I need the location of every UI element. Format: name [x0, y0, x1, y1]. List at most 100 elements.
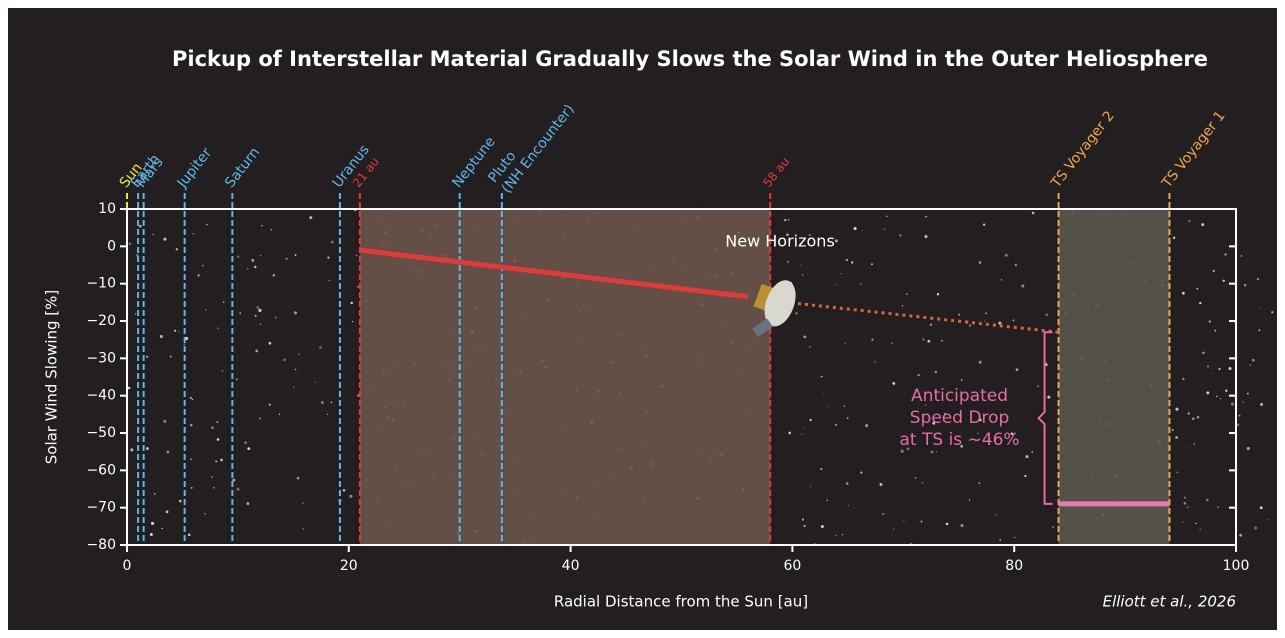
star — [187, 533, 191, 537]
star — [239, 312, 242, 315]
star — [202, 265, 204, 267]
star — [138, 224, 142, 228]
star — [1010, 432, 1014, 436]
star — [135, 313, 137, 315]
star — [232, 478, 236, 482]
star — [786, 260, 789, 263]
star — [978, 360, 982, 364]
shaded-region — [359, 209, 771, 545]
star — [128, 242, 131, 245]
star — [810, 485, 812, 487]
star — [294, 254, 297, 256]
star — [173, 329, 177, 332]
star — [298, 353, 300, 356]
star — [161, 527, 163, 530]
star — [191, 398, 194, 401]
star — [903, 520, 905, 522]
x-tick-label: 40 — [562, 558, 580, 574]
star — [351, 320, 354, 323]
star — [927, 339, 931, 343]
star — [1256, 277, 1259, 281]
star — [845, 482, 849, 485]
star — [1047, 395, 1051, 399]
star — [1236, 423, 1240, 426]
star — [211, 426, 214, 429]
star — [178, 499, 182, 503]
y-tick-label: −60 — [86, 462, 116, 478]
star — [1172, 236, 1176, 240]
star — [999, 538, 1002, 541]
star — [1267, 519, 1269, 521]
star — [1199, 301, 1202, 305]
star — [945, 522, 949, 526]
star — [921, 481, 924, 484]
star — [236, 378, 238, 381]
star — [1206, 391, 1210, 395]
star — [827, 406, 829, 408]
star — [244, 441, 247, 444]
star — [130, 448, 134, 452]
star — [1037, 385, 1040, 388]
y-tick-label: −50 — [86, 425, 116, 441]
star — [1208, 320, 1212, 323]
star — [175, 248, 178, 251]
star — [879, 483, 883, 487]
star — [254, 265, 257, 269]
star — [874, 361, 876, 363]
star — [254, 314, 257, 317]
star — [1242, 401, 1244, 403]
star — [189, 396, 193, 400]
star — [1211, 372, 1213, 374]
spacecraft-label: New Horizons — [725, 232, 835, 251]
star — [786, 233, 789, 236]
star — [1175, 407, 1179, 411]
star — [1176, 471, 1179, 474]
star — [935, 450, 938, 453]
star — [841, 533, 844, 536]
star — [1021, 284, 1025, 288]
star — [1243, 283, 1247, 287]
star — [293, 311, 297, 315]
star — [1012, 319, 1015, 322]
star — [326, 413, 329, 416]
star — [330, 401, 333, 404]
star — [1182, 521, 1184, 523]
star — [211, 476, 213, 479]
star — [293, 386, 295, 388]
star — [205, 309, 207, 311]
star — [835, 284, 837, 286]
star — [192, 232, 195, 235]
star — [891, 342, 893, 344]
star — [960, 379, 963, 381]
star — [1228, 366, 1232, 371]
plot-frame — [126, 208, 1237, 546]
star — [924, 404, 927, 406]
star — [260, 254, 262, 257]
star — [1238, 414, 1241, 417]
star — [1259, 506, 1263, 510]
star — [998, 321, 1002, 325]
star — [820, 525, 824, 529]
star — [327, 256, 330, 259]
star — [1045, 313, 1049, 317]
star — [1015, 368, 1019, 371]
y-tick-label: −40 — [86, 388, 116, 404]
star — [1239, 533, 1243, 537]
star — [309, 216, 313, 220]
star — [355, 254, 358, 257]
star — [795, 312, 798, 315]
star — [835, 534, 837, 536]
star — [159, 334, 163, 339]
star — [1240, 255, 1243, 257]
annotation-text: Anticipated — [911, 386, 1008, 406]
star — [925, 215, 928, 218]
star — [871, 263, 873, 265]
y-tick-label: 0 — [107, 238, 116, 254]
star — [1199, 528, 1201, 530]
star — [1193, 443, 1196, 446]
star — [294, 368, 297, 371]
star — [251, 258, 255, 262]
star — [801, 518, 804, 521]
star — [278, 413, 281, 416]
